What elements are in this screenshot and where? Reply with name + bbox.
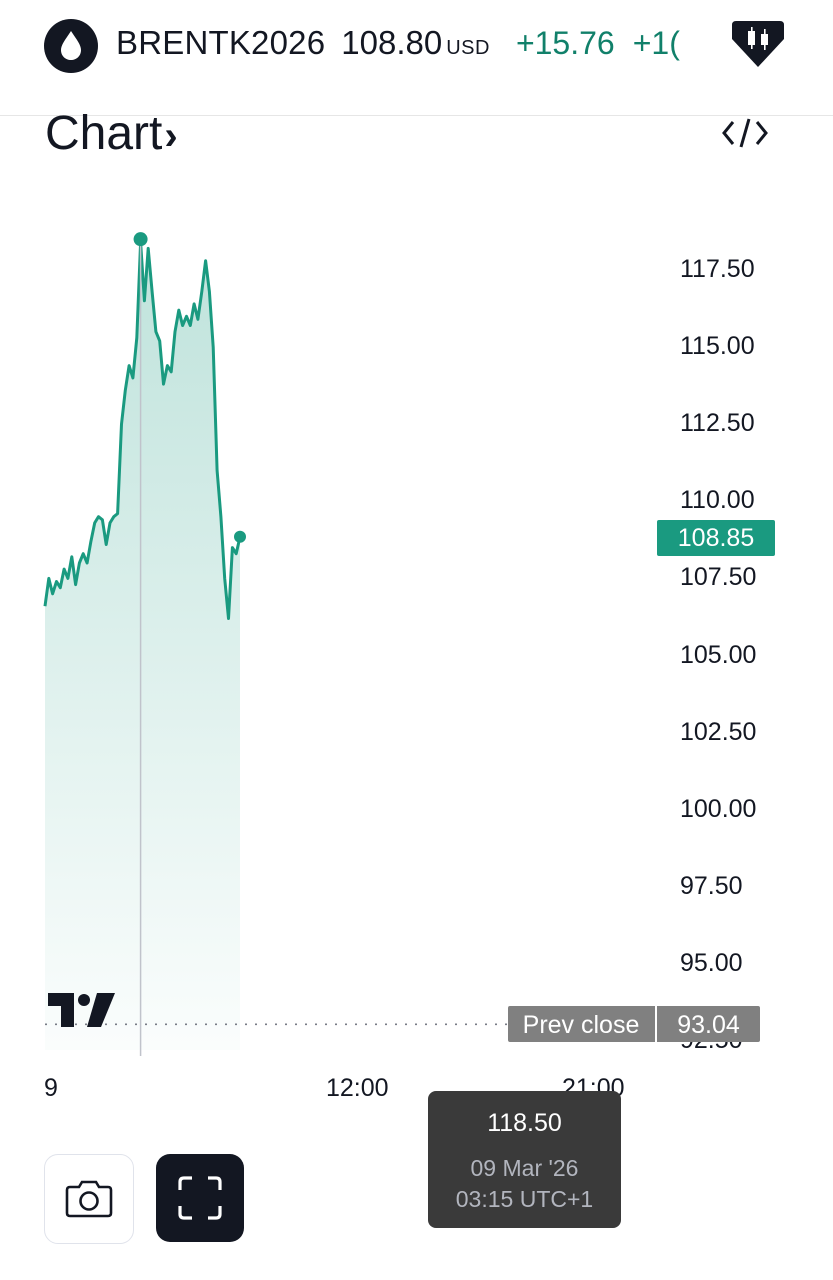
y-axis-label: 110.00 xyxy=(680,486,755,515)
y-axis-label: 102.50 xyxy=(680,717,757,746)
last-point xyxy=(234,530,246,543)
last-price: 108.80 xyxy=(341,24,443,61)
oil-drop-icon xyxy=(44,19,98,73)
last-price-tag: 108.85 xyxy=(657,520,775,556)
code-embed-icon[interactable] xyxy=(720,114,770,154)
y-axis-label: 100.00 xyxy=(680,794,757,823)
price-change: +15.76 xyxy=(515,25,615,61)
prev-close-value: 93.04 xyxy=(677,1011,740,1039)
price-area-fill xyxy=(45,242,240,1050)
tradingview-logo xyxy=(48,993,115,1027)
snapshot-button[interactable] xyxy=(44,1154,134,1244)
camera-icon xyxy=(65,1180,113,1218)
prev-close-label: Prev close xyxy=(522,1011,640,1039)
y-axis-label: 95.00 xyxy=(680,948,743,977)
symbol-header: BRENTK2026 108.80 USD +15.76 +1( xyxy=(0,0,833,116)
price-chart[interactable] xyxy=(0,180,833,1060)
prev-close-separator xyxy=(655,1006,657,1042)
section-title[interactable]: Chart xyxy=(45,107,163,160)
symbol-name: BRENTK2026 xyxy=(116,24,326,61)
crosshair-point xyxy=(133,232,148,247)
price-line xyxy=(43,240,242,620)
fullscreen-icon xyxy=(178,1176,222,1220)
prev-close-tag: Prev close 93.04 xyxy=(508,1006,760,1042)
x-axis-label: 9 xyxy=(44,1074,58,1102)
chevron-right-icon: › xyxy=(164,114,178,158)
y-axis-label: 117.50 xyxy=(680,255,755,283)
crosshair-tooltip: 118.50 09 Mar '26 03:15 UTC+1 xyxy=(428,1091,621,1228)
price-change-percent: +1( xyxy=(632,25,680,61)
y-axis-label: 112.50 xyxy=(680,409,755,438)
currency-label: USD xyxy=(446,37,490,59)
y-axis-label: 105.00 xyxy=(680,640,757,669)
fullscreen-button[interactable] xyxy=(156,1154,244,1242)
chart-section-heading[interactable]: Chart› xyxy=(45,106,178,166)
tooltip-value: 118.50 xyxy=(487,1109,562,1137)
y-axis-label: 107.50 xyxy=(680,563,757,592)
x-axis-label: 12:00 xyxy=(326,1074,389,1102)
tooltip-time: 03:15 UTC+1 xyxy=(455,1186,594,1212)
candlestick-badge-icon[interactable] xyxy=(728,17,788,72)
ticker-line: BRENTK2026 108.80 USD +15.76 +1( xyxy=(116,24,710,68)
y-axis-label: 97.50 xyxy=(680,871,743,900)
tooltip-date: 09 Mar '26 xyxy=(470,1155,579,1181)
y-axis-label: 115.00 xyxy=(680,332,755,361)
